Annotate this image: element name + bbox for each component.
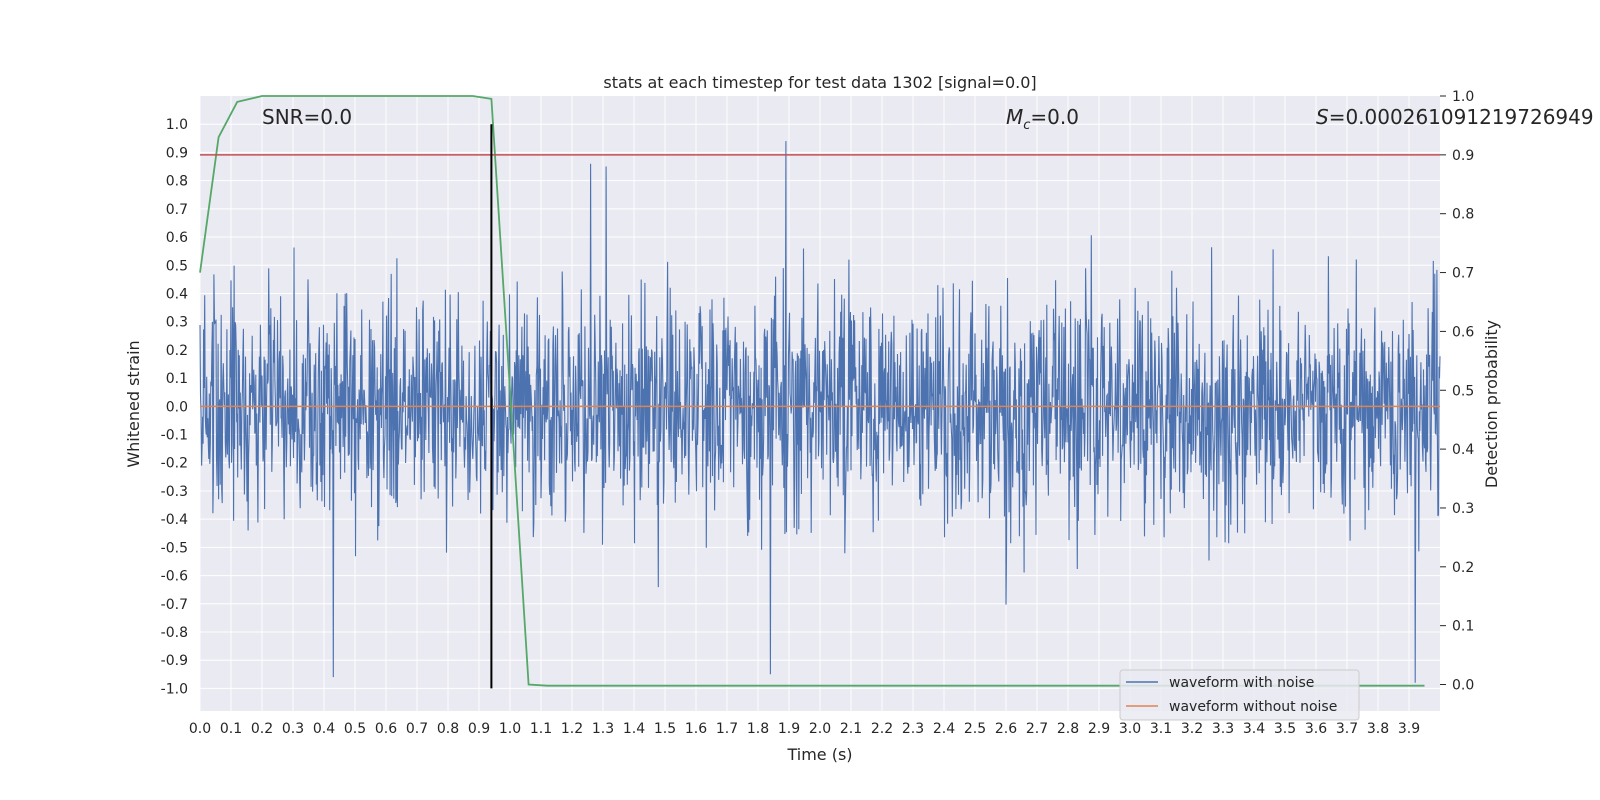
x-tick-label: 0.3	[282, 721, 304, 737]
y-tick-label: -0.2	[161, 456, 188, 472]
x-tick-label: 3.6	[1305, 721, 1327, 737]
y2-tick-label: 0.1	[1452, 619, 1474, 635]
x-tick-label: 2.1	[840, 721, 862, 737]
x-tick-label: 3.2	[1181, 721, 1203, 737]
x-tick-label: 0.1	[220, 721, 242, 737]
x-tick-label: 1.3	[592, 721, 614, 737]
chart-title: stats at each timestep for test data 130…	[603, 73, 1036, 92]
y2-tick-label: 0.0	[1452, 678, 1474, 694]
mc-value: =0.0	[1030, 105, 1079, 129]
x-tick-label: 0.5	[344, 721, 366, 737]
y-axis-label: Whitened strain	[124, 340, 143, 467]
y-tick-label: -0.9	[161, 653, 188, 669]
x-tick-label: 1.2	[561, 721, 583, 737]
y-tick-label: 0.4	[166, 286, 188, 302]
x-tick-label: 3.5	[1274, 721, 1296, 737]
x-tick-label: 0.8	[437, 721, 459, 737]
x-tick-label: 3.0	[1119, 721, 1141, 737]
probability-line	[199, 95, 1425, 687]
x-tick-label: 1.6	[685, 721, 707, 737]
x-tick-label: 1.5	[654, 721, 676, 737]
y2-axis-label: Detection probability	[1482, 320, 1501, 488]
y-tick-label: -0.1	[161, 428, 188, 444]
series-waveform-with-noise	[199, 141, 1441, 683]
x-tick-label: 0.0	[189, 721, 211, 737]
y2-tick-label: 0.5	[1452, 383, 1474, 399]
y-tick-label: 0.1	[166, 371, 188, 387]
y-tick-label: 0.3	[166, 315, 188, 331]
x-tick-label: 2.4	[933, 721, 955, 737]
y-tick-label: -0.4	[161, 512, 188, 528]
mc-annotation: Mc=0.0	[1006, 105, 1079, 133]
snr-annotation: SNR=0.0	[262, 105, 352, 129]
x-tick-label: 3.4	[1243, 721, 1265, 737]
x-tick-label: 0.6	[375, 721, 397, 737]
mc-subscript: c	[1023, 118, 1030, 133]
mc-symbol: M	[1006, 105, 1023, 129]
y-tick-label: -0.5	[161, 540, 188, 556]
x-tick-label: 2.9	[1088, 721, 1110, 737]
x-tick-label: 1.4	[623, 721, 645, 737]
y-tick-label: -0.3	[161, 484, 188, 500]
y-tick-label: 0.5	[166, 258, 188, 274]
x-tick-label: 2.6	[995, 721, 1017, 737]
x-tick-label: 1.0	[499, 721, 521, 737]
x-tick-label: 0.7	[406, 721, 428, 737]
legend-label-clean: waveform without noise	[1169, 699, 1337, 715]
x-tick-label: 3.9	[1398, 721, 1420, 737]
series-detection-probability	[199, 95, 1425, 687]
y2-tick-label: 0.7	[1452, 266, 1474, 282]
y2-tick-label: 0.6	[1452, 324, 1474, 340]
x-tick-label: 1.9	[778, 721, 800, 737]
y2-tick-label: 0.9	[1452, 148, 1474, 164]
x-tick-label: 2.8	[1057, 721, 1079, 737]
y-tick-label: -1.0	[161, 681, 188, 697]
legend-box	[1119, 669, 1360, 721]
s-symbol: S	[1316, 105, 1329, 129]
y-tick-label: 0.8	[166, 174, 188, 190]
x-tick-label: 3.8	[1367, 721, 1389, 737]
y-tick-label: -0.6	[161, 569, 188, 585]
y-tick-label: 0.7	[166, 202, 188, 218]
noisy-waveform-line	[199, 141, 1441, 683]
x-tick-label: 3.1	[1150, 721, 1172, 737]
x-tick-label: 2.5	[964, 721, 986, 737]
x-tick-label: 2.3	[902, 721, 924, 737]
y2-tick-label: 1.0	[1452, 89, 1474, 105]
s-value: =0.00026109121972694⁠⁠9	[1329, 105, 1594, 129]
legend: waveform with noise waveform without noi…	[1119, 669, 1360, 721]
y2-tick-label: 0.4	[1452, 442, 1474, 458]
overlays	[200, 124, 1440, 689]
y-tick-label: -0.7	[161, 597, 188, 613]
y-tick-label: -0.8	[161, 625, 188, 641]
legend-label-noise: waveform with noise	[1169, 675, 1314, 691]
x-tick-label: 0.2	[251, 721, 273, 737]
x-tick-label: 2.0	[809, 721, 831, 737]
x-tick-label: 0.4	[313, 721, 335, 737]
y2-tick-label: 0.8	[1452, 207, 1474, 223]
s-annotation: S=0.00026109121972694⁠⁠9	[1316, 105, 1594, 129]
x-tick-label: 2.2	[871, 721, 893, 737]
y-tick-label: 0.6	[166, 230, 188, 246]
y2-axis-ticks: 1.0 0.9 0.8 0.7 0.6 0.5 0.4 0.3 0.2 0.1 0.0	[1440, 89, 1474, 694]
y2-tick-label: 0.3	[1452, 501, 1474, 517]
y2-tick-label: 0.2	[1452, 560, 1474, 576]
y-tick-label: 0.2	[166, 343, 188, 359]
y-tick-label: 0.0	[166, 399, 188, 415]
x-tick-label: 2.7	[1026, 721, 1048, 737]
x-tick-label: 3.7	[1336, 721, 1358, 737]
x-axis-ticks: 0.0 0.1 0.2 0.3 0.4 0.5 0.6 0.7 0.8 0.9 1.0 1.1 1.2 1…	[189, 721, 1420, 737]
x-tick-label: 3.3	[1212, 721, 1234, 737]
y-axis-ticks: 1.0 0.9 0.8 0.7 0.6 0.5 0.4 0.3 0.2 0.1 0.0 -0.1 -0.…	[161, 117, 188, 697]
x-tick-label: 1.7	[716, 721, 738, 737]
x-tick-label: 1.8	[747, 721, 769, 737]
x-axis-label: Time (s)	[786, 745, 852, 764]
x-tick-label: 1.1	[530, 721, 552, 737]
y-tick-label: 0.9	[166, 145, 188, 161]
x-tick-label: 0.9	[468, 721, 490, 737]
y-tick-label: 1.0	[166, 117, 188, 133]
